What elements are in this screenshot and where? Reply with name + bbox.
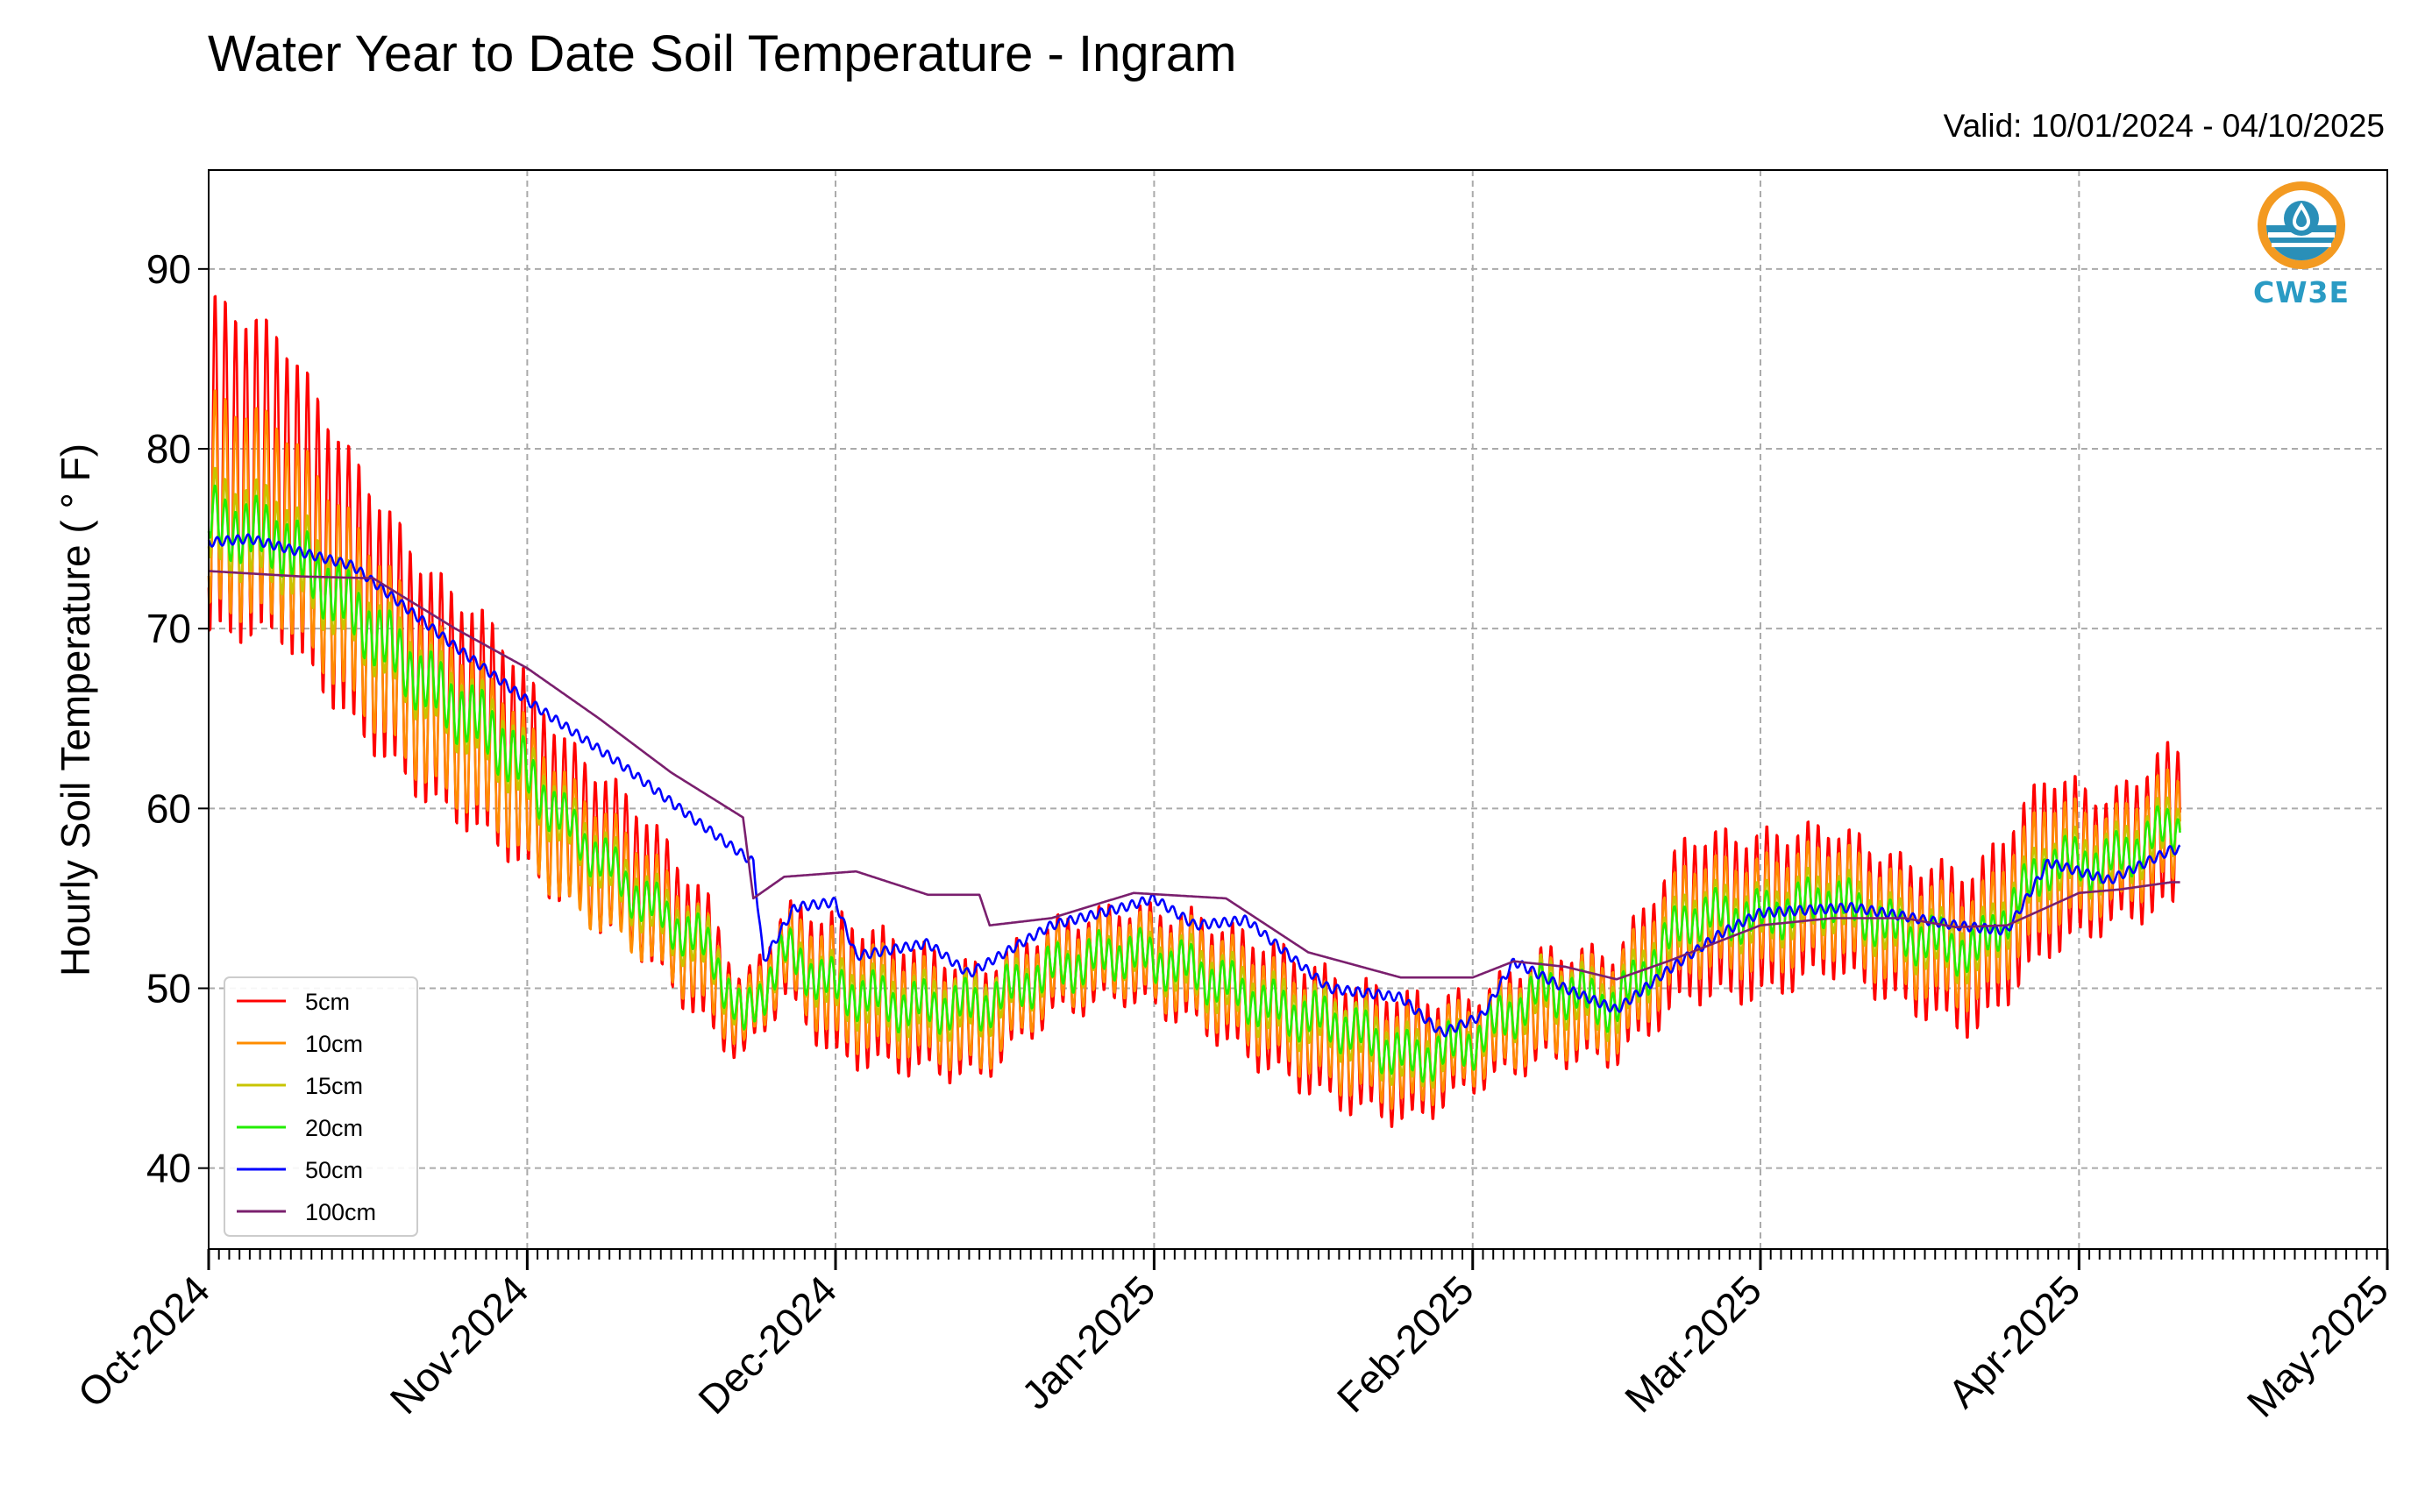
cw3e-logo-text: CW3E [2252, 275, 2350, 309]
x-tick-label: Nov-2024 [381, 1267, 537, 1423]
y-tick-label: 90 [146, 246, 191, 292]
y-tick-label: 50 [146, 966, 191, 1012]
x-tick-label: Dec-2024 [689, 1267, 845, 1423]
series-line-20cm [207, 484, 2181, 1083]
legend-label-100cm: 100cm [305, 1199, 376, 1225]
legend-label-50cm: 50cm [305, 1157, 363, 1183]
cw3e-logo-icon [2258, 181, 2345, 269]
legend-label-10cm: 10cm [305, 1031, 363, 1057]
grid-layer [209, 170, 2387, 1249]
x-tick-label: Mar-2025 [1616, 1267, 1770, 1421]
legend-label-5cm: 5cm [305, 989, 350, 1015]
x-tick-label: Jan-2025 [1013, 1267, 1163, 1417]
y-tick-label: 80 [146, 426, 191, 472]
y-tick-label: 70 [146, 606, 191, 651]
x-tick-label: Apr-2025 [1939, 1267, 2089, 1416]
y-axis-label: Hourly Soil Temperature ( ° F) [53, 444, 98, 976]
y-tick-label: 40 [146, 1146, 191, 1191]
series-layer [207, 295, 2181, 1128]
series-line-100cm [208, 570, 2180, 981]
x-tick-label: Feb-2025 [1328, 1267, 1483, 1421]
legend: 5cm 10cm 15cm 20cm 50cm 100cm [224, 976, 418, 1237]
legend-box [224, 976, 418, 1237]
y-tick-label: 60 [146, 785, 191, 831]
valid-date-range: Valid: 10/01/2024 - 04/10/2025 [1943, 108, 2385, 144]
x-tick-label: Oct-2024 [69, 1267, 219, 1416]
legend-label-15cm: 15cm [305, 1073, 363, 1099]
cw3e-logo: CW3E [2236, 180, 2367, 309]
chart-title: Water Year to Date Soil Temperature - In… [208, 25, 1237, 82]
legend-label-20cm: 20cm [305, 1115, 363, 1141]
x-tick-label: May-2025 [2238, 1267, 2397, 1425]
series-line-50cm [207, 533, 2181, 1038]
